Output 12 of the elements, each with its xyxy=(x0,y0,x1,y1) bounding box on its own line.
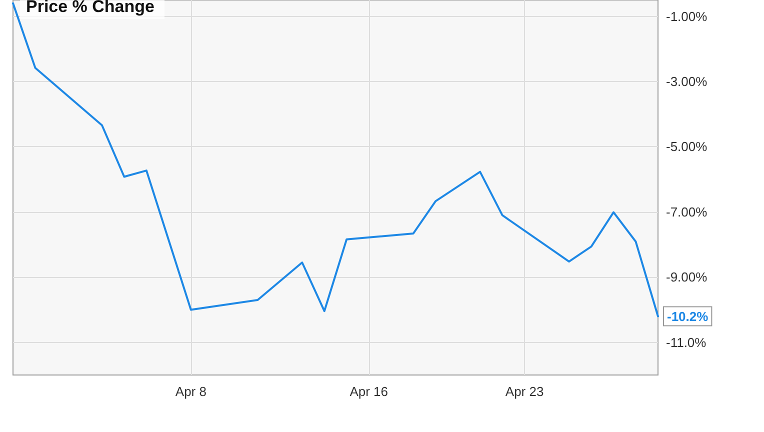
x-tick-label: Apr 16 xyxy=(350,384,388,399)
x-tick-label: Apr 23 xyxy=(505,384,544,399)
y-tick-label: -1.00% xyxy=(666,8,708,24)
chart-title: Price % Change xyxy=(26,0,154,16)
y-tick-label: -9.00% xyxy=(666,270,708,285)
line-series xyxy=(12,2,659,318)
y-tick-label: -5.00% xyxy=(666,139,708,154)
data-label: -10.2% xyxy=(667,308,709,324)
y-tick-label: -11.0% xyxy=(666,334,707,350)
y-tick-label: -3.00% xyxy=(666,74,708,90)
x-tick-label: Apr 8 xyxy=(175,384,206,399)
y-tick-label: -7.00% xyxy=(666,204,708,220)
